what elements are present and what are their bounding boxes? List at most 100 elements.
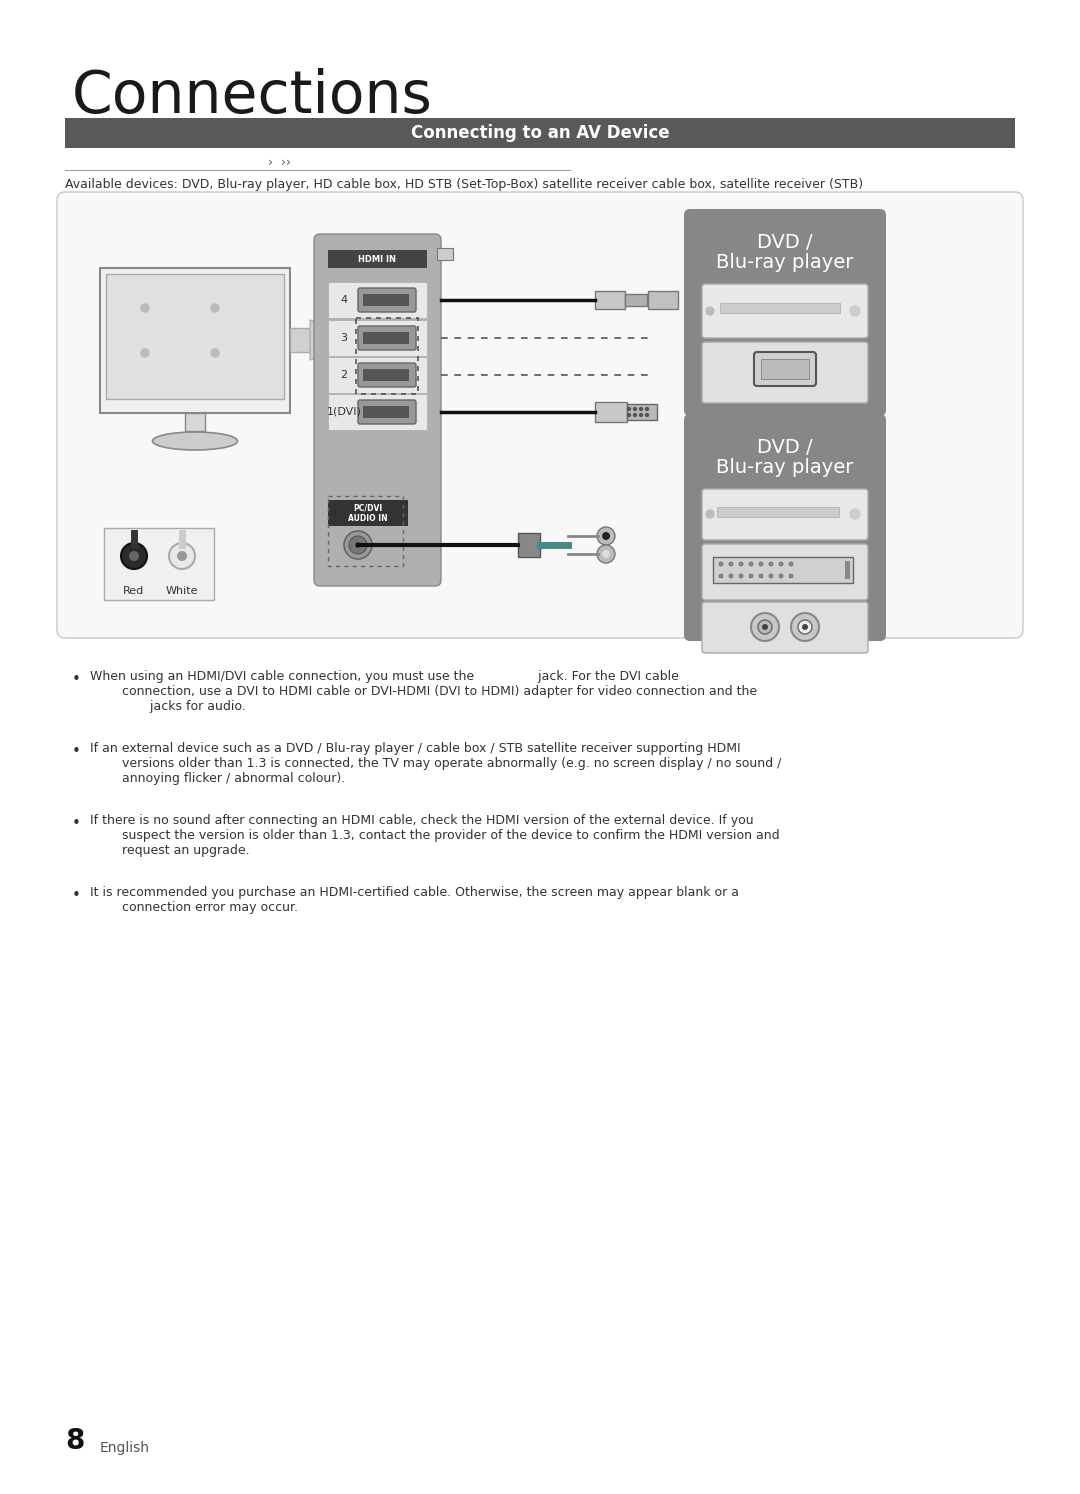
Circle shape bbox=[791, 613, 819, 641]
Circle shape bbox=[729, 574, 733, 578]
Circle shape bbox=[639, 408, 643, 411]
Circle shape bbox=[168, 542, 195, 569]
Bar bbox=[328, 249, 427, 267]
Text: Red: Red bbox=[123, 586, 145, 596]
Circle shape bbox=[762, 624, 768, 630]
Text: 8: 8 bbox=[65, 1427, 84, 1455]
Circle shape bbox=[739, 574, 743, 578]
Circle shape bbox=[779, 562, 783, 566]
Circle shape bbox=[211, 303, 219, 312]
FancyBboxPatch shape bbox=[57, 193, 1023, 638]
Text: 4: 4 bbox=[340, 294, 348, 305]
Circle shape bbox=[758, 620, 772, 633]
Bar bbox=[363, 332, 409, 344]
Circle shape bbox=[789, 574, 793, 578]
Circle shape bbox=[634, 414, 636, 417]
Ellipse shape bbox=[152, 432, 238, 450]
Text: If there is no sound after connecting an HDMI cable, check the HDMI version of t: If there is no sound after connecting an… bbox=[90, 814, 780, 858]
Circle shape bbox=[345, 530, 372, 559]
Text: DVD /: DVD / bbox=[757, 438, 813, 457]
Circle shape bbox=[634, 408, 636, 411]
Circle shape bbox=[759, 562, 762, 566]
Text: DVD /: DVD / bbox=[757, 233, 813, 252]
FancyBboxPatch shape bbox=[314, 235, 441, 586]
Circle shape bbox=[850, 509, 860, 518]
Bar bbox=[717, 506, 839, 517]
Circle shape bbox=[602, 532, 610, 539]
Circle shape bbox=[751, 613, 779, 641]
Text: •: • bbox=[72, 744, 81, 759]
Bar bbox=[363, 294, 409, 306]
Circle shape bbox=[121, 542, 147, 569]
Text: If an external device such as a DVD / Blu-ray player / cable box / STB satellite: If an external device such as a DVD / Bl… bbox=[90, 743, 781, 784]
Circle shape bbox=[802, 624, 808, 630]
Bar bbox=[713, 557, 853, 583]
Text: 1(DVI): 1(DVI) bbox=[326, 406, 362, 417]
Circle shape bbox=[798, 620, 812, 633]
Bar bbox=[185, 412, 205, 430]
Bar bbox=[720, 303, 840, 314]
Circle shape bbox=[627, 414, 631, 417]
Bar bbox=[595, 402, 627, 421]
Text: •: • bbox=[72, 887, 81, 902]
Bar bbox=[328, 320, 427, 356]
Polygon shape bbox=[310, 320, 345, 360]
Circle shape bbox=[789, 562, 793, 566]
Circle shape bbox=[646, 414, 648, 417]
Circle shape bbox=[719, 562, 723, 566]
Circle shape bbox=[627, 408, 631, 411]
Circle shape bbox=[769, 562, 773, 566]
Circle shape bbox=[850, 306, 860, 317]
Circle shape bbox=[729, 562, 733, 566]
Bar bbox=[106, 273, 284, 399]
Text: 3: 3 bbox=[340, 333, 348, 344]
Bar bbox=[356, 318, 418, 394]
Text: •: • bbox=[72, 672, 81, 687]
Text: When using an HDMI/DVI cable connection, you must use the                jack. F: When using an HDMI/DVI cable connection,… bbox=[90, 669, 757, 713]
FancyBboxPatch shape bbox=[702, 284, 868, 338]
Circle shape bbox=[129, 551, 139, 562]
Bar bbox=[100, 267, 291, 412]
Circle shape bbox=[646, 408, 648, 411]
Circle shape bbox=[597, 545, 615, 563]
Circle shape bbox=[141, 350, 149, 357]
FancyBboxPatch shape bbox=[702, 602, 868, 653]
Bar bbox=[328, 357, 427, 393]
FancyBboxPatch shape bbox=[702, 342, 868, 403]
Bar bbox=[625, 294, 647, 306]
FancyBboxPatch shape bbox=[684, 209, 886, 415]
Bar bbox=[328, 496, 403, 566]
Circle shape bbox=[719, 574, 723, 578]
FancyBboxPatch shape bbox=[357, 400, 416, 424]
Bar bbox=[328, 394, 427, 430]
Circle shape bbox=[141, 303, 149, 312]
Circle shape bbox=[639, 414, 643, 417]
FancyBboxPatch shape bbox=[357, 326, 416, 350]
Circle shape bbox=[602, 550, 610, 557]
Bar bbox=[648, 291, 678, 309]
Bar bbox=[437, 248, 453, 260]
Bar bbox=[363, 406, 409, 418]
Text: Connecting to an AV Device: Connecting to an AV Device bbox=[410, 124, 670, 142]
Bar bbox=[328, 282, 427, 318]
Circle shape bbox=[706, 306, 714, 315]
Text: White: White bbox=[165, 586, 199, 596]
Bar bbox=[761, 359, 809, 379]
FancyBboxPatch shape bbox=[754, 353, 816, 385]
Text: •: • bbox=[72, 816, 81, 831]
Bar bbox=[518, 533, 540, 557]
Text: PC/DVI
AUDIO IN: PC/DVI AUDIO IN bbox=[348, 503, 388, 523]
Circle shape bbox=[211, 350, 219, 357]
Text: HDMI IN: HDMI IN bbox=[357, 254, 396, 263]
Text: English: English bbox=[100, 1442, 150, 1455]
Bar bbox=[363, 369, 409, 381]
Text: Available devices: DVD, Blu-ray player, HD cable box, HD STB (Set-Top-Box) satel: Available devices: DVD, Blu-ray player, … bbox=[65, 178, 863, 191]
FancyBboxPatch shape bbox=[357, 363, 416, 387]
FancyBboxPatch shape bbox=[702, 544, 868, 601]
Circle shape bbox=[750, 562, 753, 566]
Text: 2: 2 bbox=[340, 371, 348, 379]
Circle shape bbox=[706, 509, 714, 518]
Circle shape bbox=[769, 574, 773, 578]
Bar bbox=[328, 500, 408, 526]
Bar bbox=[65, 118, 1015, 148]
